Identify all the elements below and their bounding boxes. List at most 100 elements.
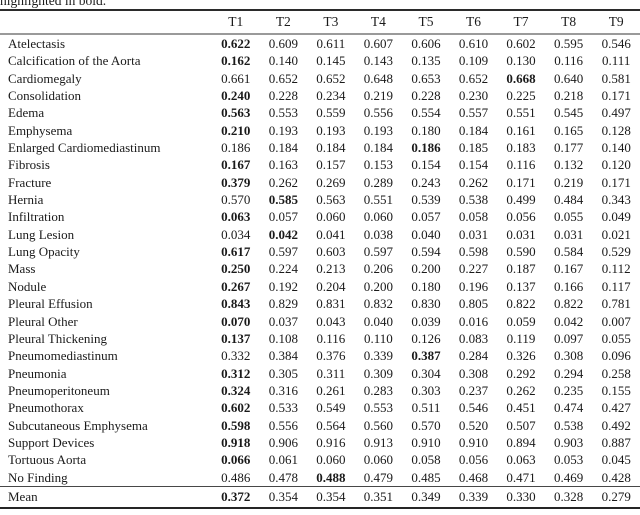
value-cell: 0.556 (363, 105, 394, 121)
value-cell: 0.499 (506, 192, 536, 208)
value-cell: 0.469 (553, 469, 584, 485)
value-cell: 0.471 (506, 469, 536, 485)
value-cell: 0.043 (316, 313, 346, 329)
value-cell: 0.230 (458, 88, 489, 104)
value-cell: 0.559 (316, 105, 346, 121)
value-cell: 0.049 (601, 209, 631, 225)
value-cell-best: 0.563 (221, 105, 251, 121)
table-row: Support Devices 0.918 0.906 0.916 0.913 0.910… (0, 434, 640, 451)
value-cell: 0.237 (458, 382, 489, 398)
value-cell: 0.486 (221, 469, 251, 485)
value-cell-best: 0.379 (221, 174, 251, 190)
value-cell-best: 0.167 (221, 157, 251, 173)
table-row: Consolidation 0.240 0.228 0.234 0.219 0.228 0.… (0, 87, 640, 104)
value-cell: 0.140 (268, 53, 298, 69)
value-cell: 0.154 (458, 157, 489, 173)
row-label: Lung Opacity (8, 244, 80, 260)
value-cell: 0.556 (268, 417, 298, 433)
value-cell: 0.096 (601, 348, 631, 364)
value-cell: 0.533 (268, 400, 298, 416)
value-cell: 0.117 (601, 278, 631, 294)
value-cell-best: 0.162 (221, 53, 251, 69)
value-cell: 0.031 (553, 226, 584, 242)
value-cell: 0.913 (363, 434, 394, 450)
value-cell: 0.135 (411, 53, 441, 69)
value-cell: 0.120 (601, 157, 631, 173)
value-cell: 0.021 (601, 226, 631, 242)
value-cell: 0.184 (363, 140, 394, 156)
value-cell: 0.570 (411, 417, 441, 433)
value-cell: 0.507 (506, 417, 536, 433)
value-cell: 0.243 (411, 174, 441, 190)
value-cell: 0.119 (506, 330, 536, 346)
value-cell: 0.057 (268, 209, 298, 225)
value-cell: 0.529 (601, 244, 631, 260)
value-cell: 0.045 (601, 452, 631, 468)
value-cell: 0.227 (458, 261, 489, 277)
value-cell: 0.157 (316, 157, 346, 173)
header-row: T1 T2 T3 T4 T5 T6 T7 T8 T9 (0, 10, 640, 34)
value-cell: 0.132 (553, 157, 584, 173)
value-cell: 0.339 (363, 348, 394, 364)
value-cell: 0.053 (553, 452, 584, 468)
value-cell: 0.294 (553, 365, 584, 381)
value-cell: 0.116 (506, 157, 536, 173)
value-cell: 0.553 (363, 400, 394, 416)
value-cell: 0.213 (316, 261, 346, 277)
value-cell: 0.126 (411, 330, 441, 346)
column-header-t9: T9 (608, 13, 624, 29)
value-cell: 0.154 (411, 157, 441, 173)
table-row: Edema 0.563 0.553 0.559 0.556 0.554 0.557 0.551… (0, 104, 640, 121)
value-cell: 0.328 (553, 488, 584, 504)
value-cell: 0.261 (316, 382, 346, 398)
value-cell: 0.309 (363, 365, 394, 381)
value-cell-best: 0.250 (221, 261, 251, 277)
value-cell: 0.332 (221, 348, 251, 364)
row-label: Pleural Other (8, 313, 78, 329)
value-cell: 0.354 (268, 488, 298, 504)
column-header-t6: T6 (466, 13, 481, 29)
value-cell: 0.554 (411, 105, 441, 121)
value-cell: 0.610 (458, 36, 489, 51)
value-cell: 0.607 (363, 36, 394, 51)
value-cell: 0.652 (268, 70, 298, 86)
value-cell: 0.479 (363, 469, 394, 485)
value-cell: 0.822 (506, 296, 536, 312)
value-cell: 0.031 (506, 226, 536, 242)
value-cell: 0.451 (506, 400, 536, 416)
table-row: Atelectasis 0.622 0.609 0.611 0.607 0.606 0.61… (0, 34, 640, 52)
value-cell: 0.200 (411, 261, 441, 277)
value-cell: 0.153 (363, 157, 394, 173)
value-cell: 0.060 (363, 452, 394, 468)
value-cell: 0.219 (553, 174, 584, 190)
row-label: No Finding (8, 469, 68, 485)
value-cell: 0.564 (316, 417, 346, 433)
value-cell: 0.108 (268, 330, 298, 346)
value-cell-best: 0.063 (221, 209, 251, 225)
value-cell: 0.648 (363, 70, 394, 86)
value-cell: 0.305 (268, 365, 298, 381)
value-cell: 0.177 (553, 140, 584, 156)
table-row: Pneumoperitoneum 0.324 0.316 0.261 0.283 0.30… (0, 382, 640, 399)
value-cell: 0.903 (553, 434, 584, 450)
row-label: Support Devices (8, 434, 95, 450)
column-header-t1: T1 (228, 13, 244, 29)
value-cell: 0.492 (601, 417, 631, 433)
row-label: Calcification of the Aorta (8, 53, 141, 69)
value-cell: 0.110 (364, 330, 393, 346)
value-cell: 0.116 (554, 53, 583, 69)
value-cell: 0.037 (268, 313, 298, 329)
value-cell-best: 0.622 (221, 36, 251, 51)
value-cell: 0.039 (411, 313, 441, 329)
value-cell: 0.056 (458, 452, 489, 468)
value-cell: 0.602 (506, 36, 536, 51)
value-cell: 0.228 (411, 88, 441, 104)
value-cell: 0.910 (411, 434, 441, 450)
table-caption-fragment: highlighted in bold. (0, 0, 640, 9)
value-cell: 0.570 (221, 192, 251, 208)
value-cell: 0.193 (363, 122, 394, 138)
value-cell: 0.538 (553, 417, 584, 433)
value-cell: 0.553 (268, 105, 298, 121)
value-cell: 0.316 (268, 382, 298, 398)
value-cell: 0.584 (553, 244, 584, 260)
